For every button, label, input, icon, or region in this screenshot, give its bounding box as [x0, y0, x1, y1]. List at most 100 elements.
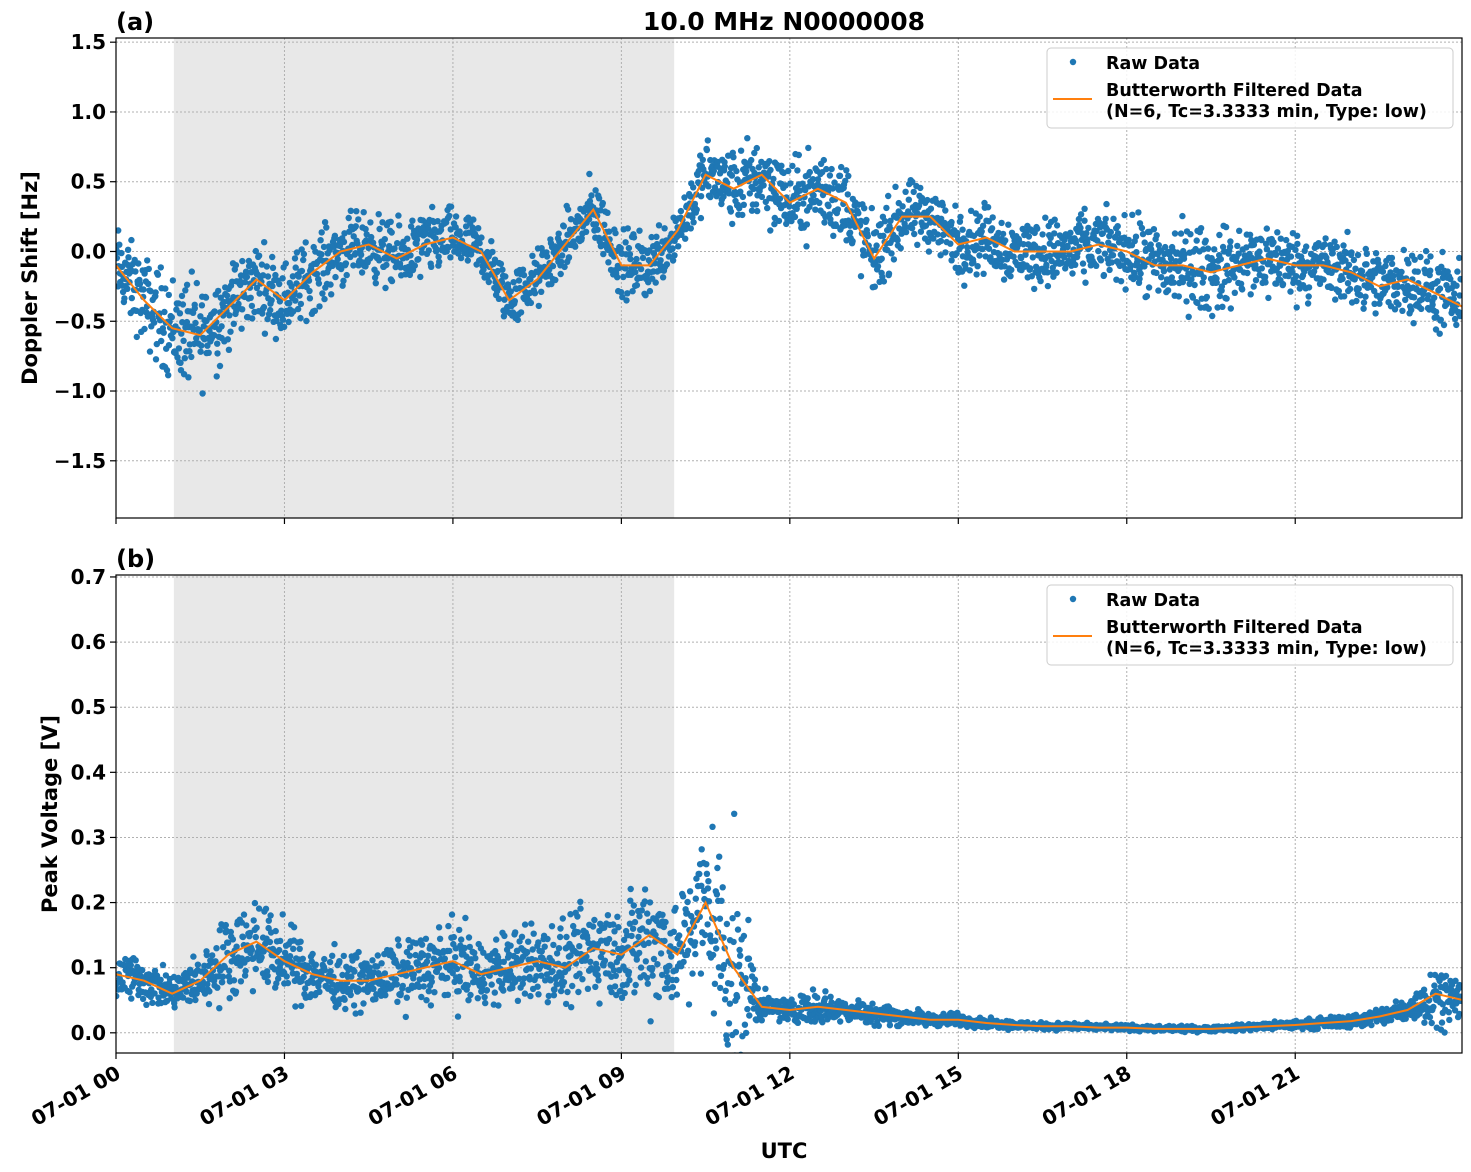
raw-data-point — [188, 268, 195, 275]
raw-data-point — [871, 283, 878, 290]
raw-data-point — [216, 927, 223, 934]
raw-data-point — [1222, 223, 1230, 231]
raw-data-point — [687, 193, 694, 200]
raw-data-point — [278, 307, 285, 314]
raw-data-point — [313, 270, 321, 278]
raw-data-point — [267, 912, 274, 919]
raw-data-point — [1177, 230, 1185, 237]
raw-data-point — [372, 280, 379, 287]
raw-data-point — [165, 291, 172, 299]
raw-data-point — [592, 960, 600, 968]
raw-data-point — [475, 225, 482, 232]
raw-data-point — [1175, 293, 1183, 300]
raw-data-point — [836, 172, 844, 179]
raw-data-point — [693, 206, 700, 213]
raw-data-point — [564, 206, 572, 213]
raw-data-point — [297, 300, 305, 308]
raw-data-point — [1133, 249, 1140, 256]
raw-data-point — [435, 253, 442, 260]
raw-data-point — [753, 144, 760, 152]
panel-label: (a) — [116, 8, 154, 36]
raw-data-point — [345, 214, 352, 222]
raw-data-point — [1315, 240, 1322, 247]
raw-data-point — [942, 249, 949, 256]
raw-data-point — [1061, 254, 1068, 261]
raw-data-point — [382, 284, 389, 292]
raw-data-point — [737, 952, 744, 959]
raw-data-point — [198, 302, 206, 309]
raw-data-point — [1162, 243, 1169, 251]
raw-data-point — [890, 256, 898, 263]
raw-data-point — [1213, 279, 1220, 286]
raw-data-point — [551, 986, 558, 993]
raw-data-point — [525, 938, 532, 945]
raw-data-point — [910, 188, 917, 196]
raw-data-point — [1158, 274, 1165, 281]
raw-data-point — [1423, 258, 1431, 265]
raw-data-point — [169, 335, 176, 342]
raw-data-point — [1117, 278, 1125, 285]
raw-data-point — [846, 229, 854, 236]
raw-data-point — [214, 984, 221, 991]
raw-data-point — [681, 194, 688, 201]
raw-data-point — [744, 1005, 751, 1013]
raw-data-point — [1274, 245, 1282, 252]
raw-data-point — [1310, 268, 1318, 275]
raw-data-point — [917, 184, 924, 192]
raw-data-point — [382, 992, 389, 999]
raw-data-point — [646, 899, 654, 906]
raw-data-point — [147, 288, 154, 295]
raw-data-point — [610, 921, 617, 928]
raw-data-point — [538, 288, 545, 295]
raw-data-point — [857, 273, 865, 280]
raw-data-point — [284, 979, 292, 987]
raw-data-point — [292, 1003, 299, 1010]
raw-data-point — [828, 999, 835, 1006]
raw-data-point — [1376, 300, 1383, 307]
raw-data-point — [592, 221, 600, 228]
raw-data-point — [140, 286, 147, 293]
raw-data-point — [206, 988, 213, 995]
raw-data-point — [1362, 245, 1370, 253]
raw-data-point — [1333, 243, 1341, 251]
raw-data-point — [748, 156, 755, 164]
raw-data-point — [548, 280, 555, 288]
raw-data-point — [425, 988, 432, 995]
raw-data-point — [341, 996, 348, 1003]
raw-data-point — [239, 257, 246, 265]
raw-data-point — [654, 243, 662, 251]
raw-data-point — [1344, 280, 1352, 287]
raw-data-point — [829, 185, 836, 192]
raw-data-point — [707, 193, 714, 201]
raw-data-point — [689, 214, 696, 221]
raw-data-point — [151, 967, 159, 974]
raw-data-point — [630, 902, 637, 909]
raw-data-point — [334, 256, 341, 263]
raw-data-point — [612, 229, 619, 237]
raw-data-point — [828, 165, 835, 173]
raw-data-point — [295, 273, 302, 280]
raw-data-point — [151, 990, 158, 997]
raw-data-point — [652, 931, 659, 939]
raw-data-point — [226, 967, 233, 975]
raw-data-point — [676, 932, 683, 939]
raw-data-point — [1102, 215, 1109, 223]
raw-data-point — [343, 271, 350, 279]
raw-data-point — [464, 257, 471, 264]
raw-data-point — [1147, 241, 1154, 248]
raw-data-point — [226, 995, 233, 1002]
raw-data-point — [1436, 330, 1443, 337]
raw-data-point — [720, 961, 728, 969]
raw-data-point — [1002, 237, 1009, 244]
raw-data-point — [1202, 237, 1209, 244]
raw-data-series — [116, 810, 1462, 1053]
raw-data-point — [1423, 281, 1430, 288]
raw-data-point — [256, 290, 263, 297]
raw-data-point — [253, 284, 261, 292]
raw-data-point — [697, 214, 705, 222]
raw-data-point — [555, 230, 562, 237]
raw-data-point — [729, 220, 736, 228]
raw-data-point — [730, 154, 737, 161]
raw-data-point — [767, 166, 774, 174]
